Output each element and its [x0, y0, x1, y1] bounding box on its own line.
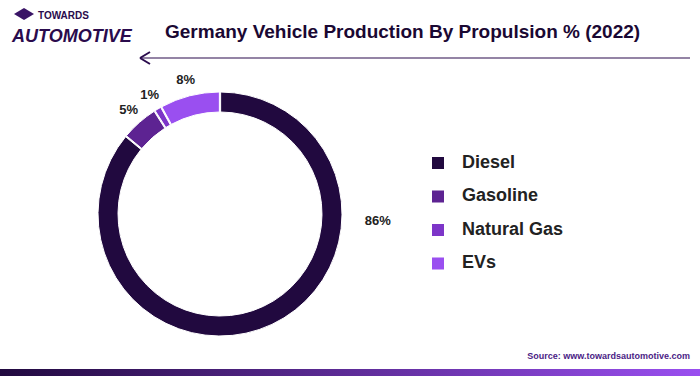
data-label: 5%	[119, 102, 138, 117]
slice	[98, 92, 342, 336]
divider	[140, 57, 690, 58]
data-label: 86%	[365, 213, 391, 228]
footer-bar	[0, 369, 700, 376]
logo-text: AUTOMOTIVE	[11, 26, 133, 46]
logo-icon	[14, 8, 34, 20]
data-labels: 86% 5%1% 8%	[119, 72, 391, 229]
data-label: 1%	[140, 87, 159, 102]
legend-label: Natural Gas	[462, 219, 563, 239]
donut	[98, 92, 342, 336]
source: Source: www.towardsautomotive.com	[527, 351, 690, 361]
chart: TOWARDS AUTOMOTIVE Germany Vehicle Product…	[0, 0, 700, 376]
legend-swatch	[432, 258, 444, 270]
legend-label: EVs	[462, 252, 496, 272]
title: Germany Vehicle Production By Propulsion…	[165, 21, 640, 42]
legend-label: Gasoline	[462, 185, 538, 205]
legend: Diesel Gasoline Natural Gas EVs	[432, 152, 563, 273]
arrow-head	[140, 52, 150, 64]
logo-text: TOWARDS	[38, 10, 89, 21]
data-label: 8%	[176, 72, 195, 87]
legend-swatch	[432, 191, 444, 203]
logo: TOWARDS AUTOMOTIVE	[11, 8, 133, 46]
legend-swatch	[432, 157, 444, 169]
legend-label: Diesel	[462, 152, 515, 172]
slice	[162, 92, 220, 124]
legend-swatch	[432, 224, 444, 236]
